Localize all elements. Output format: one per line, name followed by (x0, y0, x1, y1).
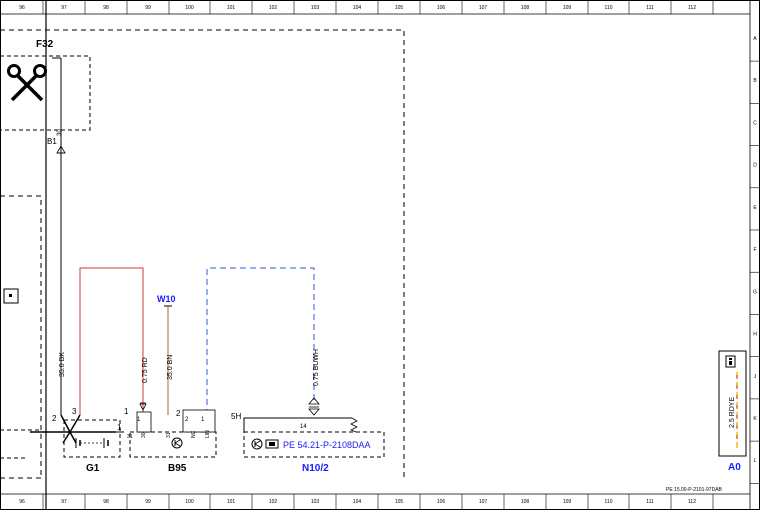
wire-label-rd: 0.75 RD (142, 357, 149, 383)
n10-label[interactable]: N10/2 (302, 463, 329, 474)
wire-buwh[interactable]: 0.75 BUWH (206, 267, 320, 416)
g1-pin-3: 3 (72, 407, 77, 416)
pin-b1: B1 (47, 137, 57, 146)
g1-pin-2: 2 (52, 414, 57, 423)
bottom-column-label: 110 (605, 499, 613, 505)
top-column-label: 111 (646, 5, 654, 11)
left-component-symbol (3, 288, 19, 304)
row-ruler: A B C D E F G H J K L (750, 36, 760, 484)
wire-label-buwh: 0.75 BUWH (313, 349, 320, 386)
bottom-ruler: 96 97 98 99 100 101 102 103 104 105 106 107 108 109 11… (0, 493, 750, 510)
scissors-icon[interactable] (7, 64, 47, 102)
row-label: D (753, 163, 757, 169)
row-label: F (753, 247, 756, 253)
b95-pin-1d: 1 (201, 417, 205, 423)
top-column-label: 110 (605, 5, 613, 11)
bottom-column-label: 100 (185, 499, 194, 505)
top-column-label: 107 (479, 5, 488, 11)
g1-pin-1: 1 (117, 423, 122, 432)
row-label: C (753, 120, 757, 126)
w10-link[interactable]: W10 (157, 294, 176, 304)
transistor-icon-n10 (251, 438, 263, 450)
top-column-label: 106 (437, 5, 446, 11)
wire-label-bn: 35.0 BN (167, 355, 174, 380)
row-label: E (753, 205, 757, 211)
n10-pin-5h: 5H (231, 412, 241, 421)
left-dashed-box (0, 195, 42, 478)
document-id: PE 15.00-P-2101-97DAB (666, 487, 723, 493)
top-column-label: 101 (227, 5, 236, 11)
wire-bk[interactable]: 30 B1 35.0 BK (47, 57, 66, 415)
bottom-column-label: 106 (437, 499, 446, 505)
bottom-column-label: 105 (395, 499, 404, 505)
bottom-column-label: 97 (61, 499, 67, 505)
transistor-icon (171, 437, 183, 449)
top-column-label: 112 (688, 5, 696, 11)
top-column-label: 97 (61, 5, 67, 11)
bottom-column-label: 96 (19, 499, 25, 505)
bottom-column-label: 103 (311, 499, 320, 505)
top-column-label: 108 (521, 5, 530, 11)
top-column-label: 104 (353, 5, 362, 11)
b95-term-30: 30 (141, 432, 147, 438)
row-label: A (753, 36, 757, 42)
bottom-column-label: 98 (103, 499, 109, 505)
row-label: B (753, 78, 757, 84)
b95-term-nc: NC (191, 430, 197, 438)
row-label: L (754, 458, 757, 464)
b95-pin-2c: 2 (185, 417, 189, 423)
component-n10-2[interactable]: 5H 14 PE 54.21-P-2108DAA N10/2 (231, 412, 385, 474)
wire-bn[interactable]: W10 35.0 BN (157, 294, 176, 415)
pe-reference-link[interactable]: PE 54.21-P-2108DAA (283, 440, 371, 450)
row-label: J (754, 374, 757, 380)
bottom-column-label: 108 (521, 499, 530, 505)
top-column-label: 99 (145, 5, 151, 11)
top-column-label: 98 (103, 5, 109, 11)
wire-rd[interactable]: 0.75 RD (79, 267, 149, 415)
connector-arrow-rd (139, 403, 147, 411)
b95-term-lin: LIN (205, 430, 211, 438)
a0-label[interactable]: A0 (728, 462, 741, 473)
b95-pin-1c: 1 (137, 417, 141, 423)
f32-terminal: 30 (57, 129, 63, 136)
component-g1[interactable]: 2 3 1 31 G1 (30, 407, 133, 474)
b95-label: B95 (168, 463, 187, 474)
top-column-label: 105 (395, 5, 404, 11)
wire-label-bk: 35.0 BK (59, 352, 66, 377)
row-label: K (753, 416, 757, 422)
bottom-column-label: 107 (479, 499, 488, 505)
b95-pin-1: 1 (124, 407, 129, 416)
top-column-label: 102 (269, 5, 278, 11)
bottom-column-label: 102 (269, 499, 278, 505)
top-column-label: 103 (311, 5, 320, 11)
b95-term-31: 31 (166, 432, 172, 438)
component-a0[interactable]: 2.5 RDYE A0 (718, 350, 747, 473)
reference-hand-icon (265, 439, 279, 449)
bottom-column-label: 109 (563, 499, 572, 505)
f32-label: F32 (36, 39, 54, 50)
top-column-label: 96 (19, 5, 25, 11)
component-b95[interactable]: 1 2 1 2 1 30 31 NC LIN B95 (124, 407, 217, 474)
top-column-label: 109 (563, 5, 572, 11)
bottom-column-label: 111 (646, 499, 654, 505)
b95-pin-2: 2 (176, 409, 181, 418)
f32-box: F32 (0, 29, 405, 478)
bottom-column-label: 99 (145, 499, 151, 505)
n10-pin-14: 14 (300, 424, 307, 430)
bottom-column-label: 104 (353, 499, 362, 505)
row-label: H (753, 332, 757, 338)
top-column-label: 100 (185, 5, 194, 11)
g1-label: G1 (86, 463, 100, 474)
bottom-column-label: 112 (688, 499, 696, 505)
row-label: G (753, 289, 757, 295)
bottom-column-label: 101 (227, 499, 236, 505)
wire-label-rdye: 2.5 RDYE (729, 397, 736, 428)
